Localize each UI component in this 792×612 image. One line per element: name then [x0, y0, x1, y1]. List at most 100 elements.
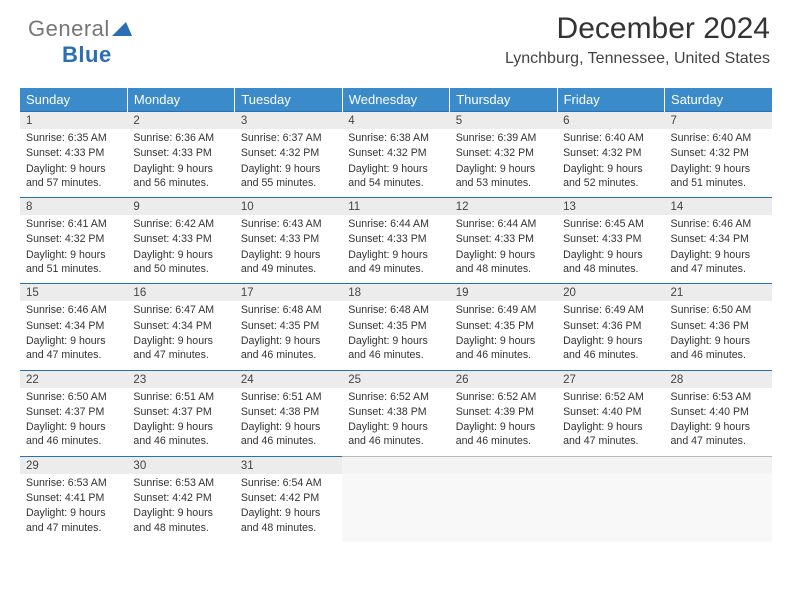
sunrise-line: Sunrise: 6:47 AM — [133, 303, 228, 317]
daylight-line: Daylight: 9 hours and 51 minutes. — [26, 248, 121, 277]
day-number-row: 293031 — [20, 456, 772, 474]
day-number-cell — [665, 456, 772, 474]
daylight-line: Daylight: 9 hours and 46 minutes. — [241, 420, 336, 449]
daylight-line: Daylight: 9 hours and 50 minutes. — [133, 248, 228, 277]
sunset-line: Sunset: 4:36 PM — [671, 319, 766, 333]
daylight-line: Daylight: 9 hours and 49 minutes. — [348, 248, 443, 277]
sunset-line: Sunset: 4:37 PM — [26, 405, 121, 419]
day-number-row: 891011121314 — [20, 198, 772, 216]
day-info-cell: Sunrise: 6:50 AMSunset: 4:37 PMDaylight:… — [20, 388, 127, 457]
daylight-line: Daylight: 9 hours and 51 minutes. — [671, 162, 766, 191]
day-info-cell: Sunrise: 6:53 AMSunset: 4:40 PMDaylight:… — [665, 388, 772, 457]
day-info-cell: Sunrise: 6:40 AMSunset: 4:32 PM Daylight:… — [665, 129, 772, 198]
day-info-cell: Sunrise: 6:53 AMSunset: 4:41 PMDaylight:… — [20, 474, 127, 542]
weekday-header: Thursday — [450, 88, 557, 112]
day-info-cell: Sunrise: 6:42 AMSunset: 4:33 PMDaylight:… — [127, 215, 234, 284]
daylight-line: Daylight: 9 hours and 46 minutes. — [348, 420, 443, 449]
sunset-line: Sunset: 4:36 PM — [563, 319, 658, 333]
day-number-cell — [557, 456, 664, 474]
daylight-line: Daylight: 9 hours and 49 minutes. — [241, 248, 336, 277]
day-number-cell: 24 — [235, 370, 342, 388]
day-number-cell: 2 — [127, 112, 234, 130]
sunset-line: Sunset: 4:32 PM — [241, 146, 336, 160]
sunset-line: Sunset: 4:33 PM — [133, 232, 228, 246]
day-info-cell: Sunrise: 6:49 AM Sunset: 4:36 PMDaylight:… — [557, 301, 664, 370]
brand-word2: Blue — [62, 42, 112, 67]
day-info-cell: Sunrise: 6:51 AMSunset: 4:37 PMDaylight:… — [127, 388, 234, 457]
sunrise-line: Sunrise: 6:53 AM — [671, 390, 766, 404]
day-info-cell: Sunrise: 6:35 AMSunset: 4:33 PMDaylight:… — [20, 129, 127, 198]
day-number-row: 15161718192021 — [20, 284, 772, 302]
sunrise-line: Sunrise: 6:50 AM — [26, 390, 121, 404]
weekday-header: Saturday — [665, 88, 772, 112]
sunrise-line: Sunrise: 6:45 AM — [563, 217, 658, 231]
sunrise-line: Sunrise: 6:48 AM — [241, 303, 336, 317]
day-info-row: Sunrise: 6:46 AMSunset: 4:34 PMDaylight:… — [20, 301, 772, 370]
daylight-line: Daylight: 9 hours and 46 minutes. — [241, 334, 336, 363]
day-info-row: Sunrise: 6:50 AMSunset: 4:37 PMDaylight:… — [20, 388, 772, 457]
daylight-line: Daylight: 9 hours and 55 minutes. — [241, 162, 336, 191]
day-number-cell: 25 — [342, 370, 449, 388]
day-number-cell: 12 — [450, 198, 557, 216]
day-number-cell: 15 — [20, 284, 127, 302]
sunset-line: Sunset: 4:32 PM — [456, 146, 551, 160]
day-info-cell: Sunrise: 6:39 AMSunset: 4:32 PMDaylight:… — [450, 129, 557, 198]
day-info-cell: Sunrise: 6:45 AMSunset: 4:33 PMDaylight:… — [557, 215, 664, 284]
daylight-line: Daylight: 9 hours and 47 minutes. — [671, 420, 766, 449]
sunset-line: Sunset: 4:32 PM — [671, 146, 766, 160]
day-number-cell: 5 — [450, 112, 557, 130]
day-number-cell: 17 — [235, 284, 342, 302]
daylight-line: Daylight: 9 hours and 46 minutes. — [26, 420, 121, 449]
day-number-row: 1234567 — [20, 112, 772, 130]
day-number-cell: 27 — [557, 370, 664, 388]
daylight-line: Daylight: 9 hours and 46 minutes. — [563, 334, 658, 363]
day-number-cell: 6 — [557, 112, 664, 130]
day-info-cell: Sunrise: 6:46 AMSunset: 4:34 PMDaylight:… — [665, 215, 772, 284]
sunset-line: Sunset: 4:32 PM — [26, 232, 121, 246]
sunset-line: Sunset: 4:40 PM — [671, 405, 766, 419]
day-info-cell: Sunrise: 6:44 AMSunset: 4:33 PMDaylight:… — [450, 215, 557, 284]
sunset-line: Sunset: 4:33 PM — [241, 232, 336, 246]
day-number-cell: 9 — [127, 198, 234, 216]
sunrise-line: Sunrise: 6:49 AM — [563, 303, 658, 317]
sunset-line: Sunset: 4:32 PM — [563, 146, 658, 160]
day-number-row: 22232425262728 — [20, 370, 772, 388]
daylight-line: Daylight: 9 hours and 48 minutes. — [241, 506, 336, 535]
brand-wordmark: General Blue — [28, 16, 132, 67]
weekday-header: Tuesday — [235, 88, 342, 112]
day-info-cell: Sunrise: 6:43 AMSunset: 4:33 PMDaylight:… — [235, 215, 342, 284]
daylight-line: Daylight: 9 hours and 47 minutes. — [26, 506, 121, 535]
daylight-line: Daylight: 9 hours and 47 minutes. — [563, 420, 658, 449]
sunrise-line: Sunrise: 6:37 AM — [241, 131, 336, 145]
daylight-line: Daylight: 9 hours and 52 minutes. — [563, 162, 658, 191]
day-info-cell: Sunrise: 6:37 AMSunset: 4:32 PM Daylight:… — [235, 129, 342, 198]
day-number-cell: 28 — [665, 370, 772, 388]
sunset-line: Sunset: 4:37 PM — [133, 405, 228, 419]
day-number-cell: 1 — [20, 112, 127, 130]
daylight-line: Daylight: 9 hours and 46 minutes. — [133, 420, 228, 449]
sunrise-line: Sunrise: 6:50 AM — [671, 303, 766, 317]
daylight-line: Daylight: 9 hours and 47 minutes. — [26, 334, 121, 363]
day-info-cell: Sunrise: 6:53 AMSunset: 4:42 PMDaylight:… — [127, 474, 234, 542]
title-block: December 2024 Lynchburg, Tennessee, Unit… — [505, 14, 770, 68]
sunset-line: Sunset: 4:35 PM — [456, 319, 551, 333]
sunrise-line: Sunrise: 6:40 AM — [671, 131, 766, 145]
sunrise-line: Sunrise: 6:46 AM — [671, 217, 766, 231]
day-number-cell: 8 — [20, 198, 127, 216]
day-info-cell — [450, 474, 557, 542]
day-number-cell: 7 — [665, 112, 772, 130]
sunrise-line: Sunrise: 6:48 AM — [348, 303, 443, 317]
sunset-line: Sunset: 4:33 PM — [133, 146, 228, 160]
sunrise-line: Sunrise: 6:41 AM — [26, 217, 121, 231]
day-number-cell: 10 — [235, 198, 342, 216]
sunrise-line: Sunrise: 6:44 AM — [456, 217, 551, 231]
day-number-cell: 11 — [342, 198, 449, 216]
daylight-line: Daylight: 9 hours and 47 minutes. — [133, 334, 228, 363]
sunset-line: Sunset: 4:34 PM — [26, 319, 121, 333]
sunset-line: Sunset: 4:34 PM — [671, 232, 766, 246]
day-info-row: Sunrise: 6:53 AMSunset: 4:41 PMDaylight:… — [20, 474, 772, 542]
sunset-line: Sunset: 4:42 PM — [133, 491, 228, 505]
daylight-line: Daylight: 9 hours and 48 minutes. — [563, 248, 658, 277]
daylight-line: Daylight: 9 hours and 54 minutes. — [348, 162, 443, 191]
daylight-line: Daylight: 9 hours and 46 minutes. — [671, 334, 766, 363]
